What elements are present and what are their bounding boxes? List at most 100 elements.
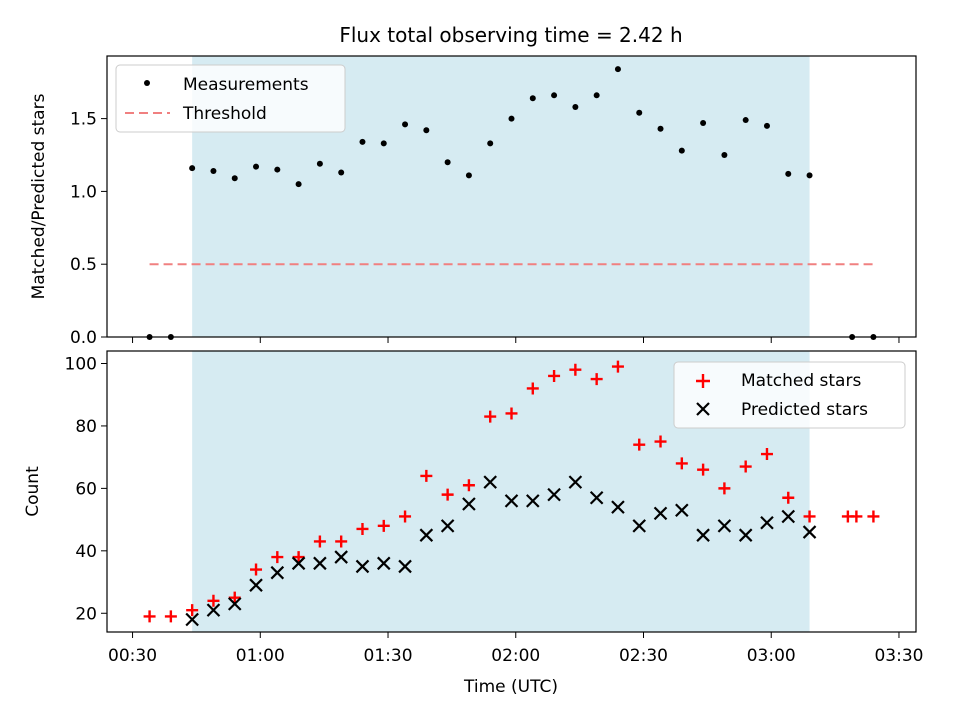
matched-star-point [399, 510, 412, 523]
measurement-point [231, 175, 238, 182]
top-y-tick-label: 0.0 [70, 328, 97, 348]
top-y-tick-label: 0.5 [70, 255, 97, 275]
matched-star-point [803, 510, 816, 523]
measurement-point [508, 115, 515, 122]
x-tick-label: 02:30 [619, 646, 668, 666]
matched-star-point [271, 551, 284, 564]
top-y-tick-label: 1.5 [70, 110, 97, 130]
predicted-star-point [547, 487, 561, 502]
bottom-x-axis: 00:30 01:00 01:30 02:00 02:30 03:00 03:30 [108, 632, 923, 666]
matched-star-point [143, 610, 156, 623]
measurement-point [763, 122, 770, 129]
x-tick-label: 01:00 [236, 646, 285, 666]
measurement-point [380, 140, 387, 147]
matched-star-point [313, 535, 326, 548]
bottom-y-tick-label: 100 [65, 354, 97, 374]
bottom-y-tick-label: 40 [75, 542, 97, 562]
matched-star-point [186, 604, 199, 617]
predicted-star-point [781, 509, 796, 524]
top-panel: 0.0 0.5 1.0 1.5 Matched/Predicted stars Mea… [29, 55, 917, 348]
matched-star-point [850, 510, 863, 523]
matched-star-point [462, 479, 475, 492]
matched-star-point [207, 594, 220, 607]
measurement-point [316, 160, 323, 167]
predicted-star-point [589, 490, 604, 505]
legend-measurements-marker [144, 80, 150, 86]
measurement-point [444, 159, 451, 166]
measurement-point [210, 168, 217, 175]
bottom-y-tick-label: 60 [75, 479, 97, 499]
matched-star-point [760, 448, 773, 461]
predicted-star-point [504, 494, 519, 508]
bottom-y-tick-label: 20 [75, 604, 97, 624]
matched-star-point [548, 369, 561, 382]
predicted-star-point [802, 525, 817, 539]
predicted-star-point [355, 559, 370, 574]
x-tick-label: 02:00 [491, 646, 540, 666]
matched-star-point [335, 535, 348, 548]
top-y-axis-label: Matched/Predicted stars [29, 93, 49, 299]
top-x-ticks [132, 337, 900, 343]
measurement-point [593, 92, 600, 99]
bottom-panel: 20 40 60 80 100 00:30 01:00 01:30 02:00 02:30 03:… [23, 350, 923, 697]
measurement-point [338, 169, 345, 176]
matched-star-point [633, 438, 646, 451]
predicted-star-point [291, 556, 306, 571]
matched-star-point [356, 522, 369, 535]
legend-predicted-marker [696, 402, 710, 416]
predicted-star-point [185, 612, 199, 627]
measurement-point [700, 119, 707, 126]
chart-title: Flux total observing time = 2.42 h [339, 23, 682, 47]
predicted-star-point [568, 475, 583, 489]
x-tick-label: 01:30 [364, 646, 413, 666]
measurement-point [487, 140, 494, 147]
matched-star-point [867, 510, 880, 523]
measurement-point [189, 165, 196, 172]
matched-star-point [782, 491, 795, 504]
predicted-star-point [611, 500, 625, 514]
matched-star-point [526, 382, 539, 395]
measurement-point [295, 181, 302, 188]
predicted-star-point [653, 506, 668, 521]
measurement-point [721, 152, 728, 159]
top-y-axis: 0.0 0.5 1.0 1.5 [70, 110, 107, 348]
matched-star-point [590, 373, 603, 386]
predicted-star-point [398, 559, 412, 574]
matched-star-point [739, 460, 752, 473]
measurement-point [678, 147, 685, 154]
measurement-point [529, 95, 536, 102]
measurement-point [572, 103, 579, 110]
measurement-point [742, 117, 749, 124]
predicted-star-point [675, 503, 689, 518]
predicted-star-point [483, 475, 497, 489]
matched-star-point [484, 410, 497, 423]
x-tick-label: 03:30 [874, 646, 923, 666]
measurement-point [614, 66, 621, 73]
predicted-star-point [270, 565, 285, 580]
x-tick-label: 00:30 [108, 646, 157, 666]
matched-star-point [250, 563, 263, 576]
bottom-matched-stars [143, 360, 880, 623]
legend-threshold-label: Threshold [182, 104, 267, 124]
predicted-star-point [632, 519, 647, 533]
measurement-point [402, 121, 409, 128]
matched-star-point [718, 482, 731, 495]
legend-measurements-label: Measurements [183, 75, 309, 95]
predicted-star-point [249, 578, 263, 592]
measurement-point [253, 163, 260, 170]
bottom-y-axis: 20 40 60 80 100 [65, 354, 107, 624]
predicted-star-point [696, 528, 710, 542]
measurement-point [657, 125, 664, 132]
top-measurements [146, 66, 877, 340]
measurement-point [423, 127, 430, 134]
predicted-star-point [440, 519, 455, 533]
predicted-star-point [227, 597, 242, 611]
predicted-star-point [717, 519, 732, 533]
bottom-axes-frame [106, 350, 917, 633]
x-tick-label: 03:00 [747, 646, 796, 666]
bottom-y-tick-label: 80 [75, 417, 97, 437]
top-axes-frame [106, 55, 917, 338]
matched-star-point [611, 360, 624, 373]
legend-matched-marker [696, 374, 710, 388]
top-legend: Measurements Threshold [115, 64, 346, 133]
